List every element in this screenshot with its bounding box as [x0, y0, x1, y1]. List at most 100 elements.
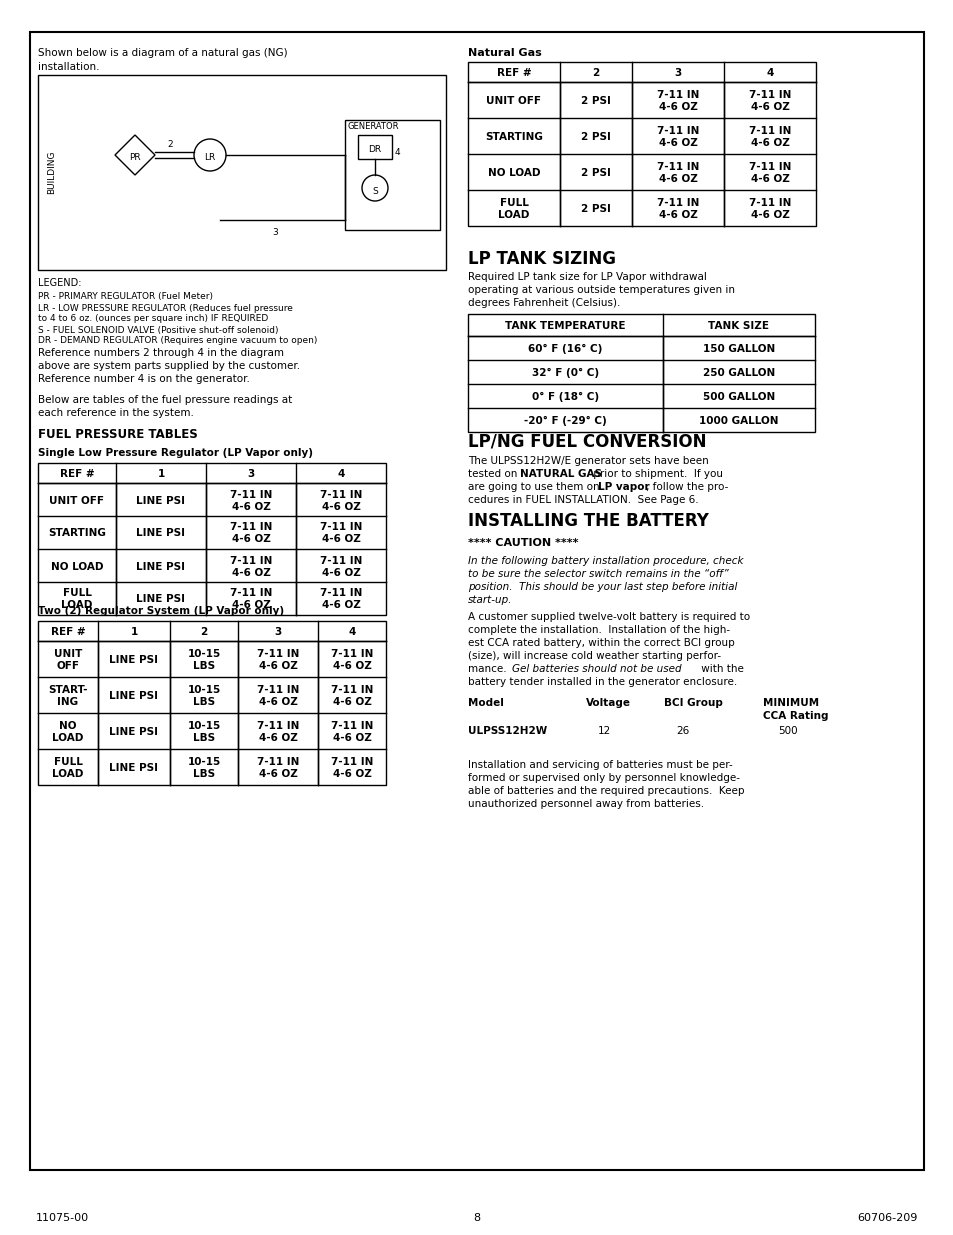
Text: 2 PSI: 2 PSI — [580, 96, 610, 106]
Text: 60706-209: 60706-209 — [857, 1213, 917, 1223]
Text: NO LOAD: NO LOAD — [51, 562, 103, 572]
Text: 4-6 OZ: 4-6 OZ — [333, 769, 371, 779]
Text: 4-6 OZ: 4-6 OZ — [321, 535, 360, 545]
Text: Natural Gas: Natural Gas — [468, 48, 541, 58]
Text: PR - PRIMARY REGULATOR (Fuel Meter): PR - PRIMARY REGULATOR (Fuel Meter) — [38, 291, 213, 301]
Text: FULL: FULL — [499, 198, 528, 207]
Text: LP/NG FUEL CONVERSION: LP/NG FUEL CONVERSION — [468, 432, 706, 450]
Text: Single Low Pressure Regulator (LP Vapor only): Single Low Pressure Regulator (LP Vapor … — [38, 448, 313, 458]
Text: 7-11 IN: 7-11 IN — [331, 650, 373, 659]
Text: 4-6 OZ: 4-6 OZ — [321, 501, 360, 511]
Text: to 4 to 6 oz. (ounces per square inch) IF REQUIRED: to 4 to 6 oz. (ounces per square inch) I… — [38, 314, 268, 324]
Text: TANK SIZE: TANK SIZE — [708, 321, 769, 331]
Text: Shown below is a diagram of a natural gas (NG): Shown below is a diagram of a natural ga… — [38, 48, 287, 58]
Text: 4-6 OZ: 4-6 OZ — [258, 734, 297, 743]
Text: **** CAUTION ****: **** CAUTION **** — [468, 538, 578, 548]
Text: 7-11 IN: 7-11 IN — [748, 90, 790, 100]
Text: degrees Fahrenheit (Celsius).: degrees Fahrenheit (Celsius). — [468, 298, 619, 308]
Text: In the following battery installation procedure, check: In the following battery installation pr… — [468, 556, 742, 566]
Text: BUILDING: BUILDING — [48, 151, 56, 194]
Bar — [345, 120, 439, 230]
Text: 4-6 OZ: 4-6 OZ — [333, 734, 371, 743]
Text: 7-11 IN: 7-11 IN — [230, 489, 272, 499]
Text: 4-6 OZ: 4-6 OZ — [658, 174, 697, 184]
Text: LINE PSI: LINE PSI — [110, 727, 158, 737]
Text: FULL: FULL — [63, 589, 91, 599]
Text: 500 GALLON: 500 GALLON — [702, 391, 774, 403]
Text: LINE PSI: LINE PSI — [136, 594, 185, 604]
Bar — [38, 75, 446, 270]
Text: , follow the pro-: , follow the pro- — [645, 482, 727, 492]
Text: LINE PSI: LINE PSI — [110, 763, 158, 773]
Text: 26: 26 — [676, 726, 688, 736]
Text: tested on: tested on — [468, 469, 520, 479]
Text: INSTALLING THE BATTERY: INSTALLING THE BATTERY — [468, 513, 708, 530]
Text: 7-11 IN: 7-11 IN — [319, 589, 362, 599]
Text: REF #: REF # — [497, 68, 531, 78]
Text: 7-11 IN: 7-11 IN — [230, 556, 272, 566]
Text: 3: 3 — [272, 228, 277, 237]
Text: LINE PSI: LINE PSI — [136, 562, 185, 572]
Text: 11075-00: 11075-00 — [36, 1213, 89, 1223]
Text: are going to use them on: are going to use them on — [468, 482, 602, 492]
Text: 10-15: 10-15 — [187, 685, 220, 695]
Text: 4: 4 — [395, 148, 400, 157]
Text: 4-6 OZ: 4-6 OZ — [658, 210, 697, 220]
Text: A customer supplied twelve-volt battery is required to: A customer supplied twelve-volt battery … — [468, 613, 749, 622]
Text: LBS: LBS — [193, 769, 214, 779]
Text: 4-6 OZ: 4-6 OZ — [321, 600, 360, 610]
Text: 32° F (0° C): 32° F (0° C) — [532, 368, 598, 378]
Text: 4-6 OZ: 4-6 OZ — [232, 535, 270, 545]
Text: 3: 3 — [674, 68, 680, 78]
Text: S - FUEL SOLENOID VALVE (Positive shut-off solenoid): S - FUEL SOLENOID VALVE (Positive shut-o… — [38, 326, 278, 335]
Text: 150 GALLON: 150 GALLON — [702, 345, 774, 354]
Text: operating at various outside temperatures given in: operating at various outside temperature… — [468, 285, 734, 295]
Text: 1000 GALLON: 1000 GALLON — [699, 416, 778, 426]
Text: 2: 2 — [200, 627, 208, 637]
Text: 7-11 IN: 7-11 IN — [256, 685, 299, 695]
Text: LINE PSI: LINE PSI — [136, 529, 185, 538]
Text: prior to shipment.  If you: prior to shipment. If you — [589, 469, 722, 479]
Text: 7-11 IN: 7-11 IN — [748, 198, 790, 207]
Text: 7-11 IN: 7-11 IN — [656, 198, 699, 207]
Text: able of batteries and the required precautions.  Keep: able of batteries and the required preca… — [468, 785, 743, 797]
Text: CCA Rating: CCA Rating — [762, 711, 827, 721]
Text: START-: START- — [49, 685, 88, 695]
Text: 2: 2 — [592, 68, 599, 78]
Text: UNIT: UNIT — [53, 650, 82, 659]
Text: 4-6 OZ: 4-6 OZ — [258, 697, 297, 706]
Text: mance.: mance. — [468, 664, 513, 674]
Text: NO: NO — [59, 721, 76, 731]
Text: S: S — [372, 186, 377, 195]
Text: 4-6 OZ: 4-6 OZ — [750, 174, 789, 184]
Text: to be sure the selector switch remains in the “off”: to be sure the selector switch remains i… — [468, 569, 728, 579]
Text: 10-15: 10-15 — [187, 721, 220, 731]
Text: battery tender installed in the generator enclosure.: battery tender installed in the generato… — [468, 677, 737, 687]
Text: 7-11 IN: 7-11 IN — [748, 162, 790, 172]
Text: 4-6 OZ: 4-6 OZ — [333, 697, 371, 706]
Text: Model: Model — [468, 698, 503, 708]
Text: REF #: REF # — [60, 469, 94, 479]
Text: Voltage: Voltage — [585, 698, 630, 708]
Text: 4-6 OZ: 4-6 OZ — [658, 138, 697, 148]
Text: LR: LR — [204, 153, 215, 163]
Text: Required LP tank size for LP Vapor withdrawal: Required LP tank size for LP Vapor withd… — [468, 272, 706, 282]
Text: 4-6 OZ: 4-6 OZ — [321, 568, 360, 578]
Text: 4-6 OZ: 4-6 OZ — [750, 210, 789, 220]
Text: 4: 4 — [348, 627, 355, 637]
Text: NATURAL GAS: NATURAL GAS — [519, 469, 601, 479]
Text: ULPSS12H2W: ULPSS12H2W — [468, 726, 547, 736]
Text: OFF: OFF — [56, 661, 79, 671]
Text: 4: 4 — [765, 68, 773, 78]
Text: FUEL PRESSURE TABLES: FUEL PRESSURE TABLES — [38, 429, 197, 441]
Text: LINE PSI: LINE PSI — [136, 495, 185, 505]
Text: LOAD: LOAD — [52, 734, 84, 743]
Text: est CCA rated battery, within the correct BCI group: est CCA rated battery, within the correc… — [468, 638, 734, 648]
Text: 4-6 OZ: 4-6 OZ — [333, 661, 371, 671]
Text: The ULPSS12H2W/E generator sets have been: The ULPSS12H2W/E generator sets have bee… — [468, 456, 708, 466]
Text: 2 PSI: 2 PSI — [580, 132, 610, 142]
Text: LP vapor: LP vapor — [598, 482, 649, 492]
Text: LINE PSI: LINE PSI — [110, 692, 158, 701]
Text: FULL: FULL — [53, 757, 82, 767]
Text: 4-6 OZ: 4-6 OZ — [658, 103, 697, 112]
